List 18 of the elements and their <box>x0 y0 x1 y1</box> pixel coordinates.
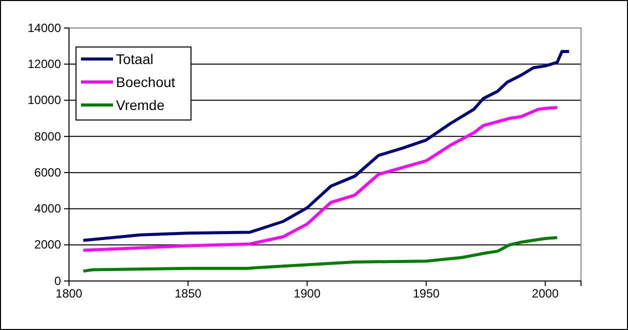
x-tick-label: 2000 <box>532 286 559 301</box>
legend-label: Vremde <box>116 97 165 113</box>
x-tick-label: 1850 <box>174 286 202 301</box>
y-tick-label: 2000 <box>34 238 62 252</box>
y-tick-label: 10000 <box>28 93 62 108</box>
legend-label: Boechout <box>116 74 176 90</box>
line-series <box>82 236 559 273</box>
x-tick-label: 1950 <box>412 286 440 301</box>
x-tick-label: 1800 <box>56 286 83 301</box>
legend-label: Totaal <box>116 51 154 67</box>
y-tick-label: 6000 <box>34 165 62 180</box>
y-tick-label: 12000 <box>28 56 62 71</box>
y-tick-label: 4000 <box>34 202 62 216</box>
y-tick-label: 0 <box>54 274 62 288</box>
y-tick-label: 8000 <box>34 129 62 144</box>
line-series <box>82 50 571 242</box>
x-tick-label: 1900 <box>294 286 321 301</box>
y-tick-label: 14000 <box>28 20 62 35</box>
